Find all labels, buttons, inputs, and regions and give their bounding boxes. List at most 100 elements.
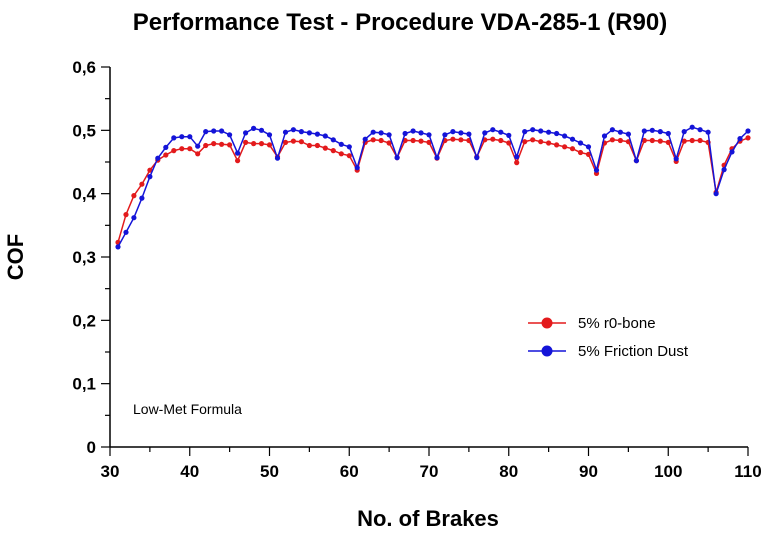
data-point	[266, 132, 273, 138]
data-point	[697, 137, 703, 144]
data-point	[219, 141, 225, 147]
data-point	[410, 128, 416, 134]
data-point	[530, 137, 536, 143]
chart-title: Performance Test - Procedure VDA-285-1 (…	[133, 9, 667, 36]
data-point	[330, 148, 336, 154]
data-point	[466, 131, 472, 137]
data-point	[649, 127, 655, 133]
data-point	[577, 140, 584, 146]
data-point	[498, 129, 504, 135]
data-point	[609, 127, 616, 133]
data-point	[641, 137, 647, 144]
data-point	[546, 140, 552, 146]
data-point	[314, 142, 320, 149]
data-point	[322, 145, 328, 151]
data-point	[131, 193, 137, 199]
x-tick-label: 40	[180, 462, 199, 481]
data-point	[585, 151, 592, 157]
data-point	[306, 142, 312, 149]
data-point	[482, 130, 488, 136]
legend: 5% r0-bone 5% Friction Dust	[528, 315, 689, 360]
x-tick-label: 50	[260, 462, 279, 481]
legend-item: 5% r0-bone	[528, 315, 656, 332]
data-point	[554, 142, 560, 148]
data-point	[577, 149, 584, 156]
data-point	[410, 137, 416, 144]
data-point	[139, 195, 145, 201]
data-point	[562, 133, 568, 139]
data-point	[171, 135, 177, 141]
data-point	[243, 130, 249, 136]
legend-marker	[541, 345, 553, 357]
data-point	[625, 131, 632, 137]
y-tick-label: 0,6	[72, 58, 96, 77]
data-point	[163, 152, 169, 158]
data-point	[131, 215, 137, 221]
legend-item: 5% Friction Dust	[528, 343, 689, 360]
data-point	[737, 136, 743, 142]
data-point	[322, 133, 328, 139]
data-point	[155, 155, 161, 161]
data-point	[227, 142, 233, 148]
data-point	[378, 130, 384, 136]
data-point	[290, 127, 296, 133]
y-tick-label: 0	[87, 438, 96, 457]
data-point	[721, 167, 727, 173]
data-point	[187, 146, 193, 152]
data-point	[657, 138, 663, 144]
data-point	[474, 155, 480, 161]
data-point	[538, 139, 544, 145]
data-point	[306, 130, 312, 136]
data-point	[490, 127, 496, 133]
data-point	[147, 167, 153, 173]
data-point	[251, 141, 257, 147]
y-tick-label: 0,1	[72, 375, 96, 394]
data-point	[506, 132, 512, 138]
data-point	[657, 129, 663, 135]
data-point	[139, 181, 145, 187]
x-tick-label: 110	[734, 462, 761, 481]
data-point	[418, 138, 424, 144]
data-point	[729, 149, 735, 155]
data-point	[378, 137, 384, 144]
data-point	[593, 167, 600, 173]
data-point	[195, 143, 201, 149]
data-point	[426, 139, 432, 145]
data-point	[617, 137, 624, 144]
data-point	[554, 130, 560, 137]
legend-marker	[541, 317, 553, 329]
data-point	[601, 133, 608, 139]
data-point	[298, 139, 304, 145]
data-point	[689, 137, 695, 144]
data-point	[123, 229, 129, 235]
data-point	[314, 131, 320, 137]
series-layer	[115, 124, 751, 250]
data-point	[179, 146, 185, 152]
data-point	[211, 141, 217, 147]
data-point	[370, 129, 376, 135]
data-point	[569, 136, 576, 142]
data-point	[123, 212, 129, 218]
data-point	[386, 132, 392, 138]
data-point	[450, 136, 456, 142]
data-point	[235, 150, 241, 156]
data-point	[251, 125, 257, 131]
data-point	[697, 127, 703, 133]
data-point	[458, 137, 464, 143]
data-point	[203, 129, 209, 135]
data-point	[219, 128, 225, 134]
data-point	[426, 132, 432, 138]
data-point	[514, 160, 520, 166]
series-friction-dust	[115, 124, 751, 250]
data-point	[163, 144, 169, 150]
data-point	[434, 155, 440, 161]
data-point	[530, 127, 536, 133]
data-point	[282, 129, 289, 135]
data-point	[665, 130, 671, 137]
data-point	[338, 151, 344, 157]
data-point	[338, 141, 344, 147]
data-point	[538, 128, 544, 134]
x-axis-title: No. of Brakes	[357, 506, 499, 531]
data-point	[195, 151, 201, 157]
data-point	[569, 146, 576, 152]
